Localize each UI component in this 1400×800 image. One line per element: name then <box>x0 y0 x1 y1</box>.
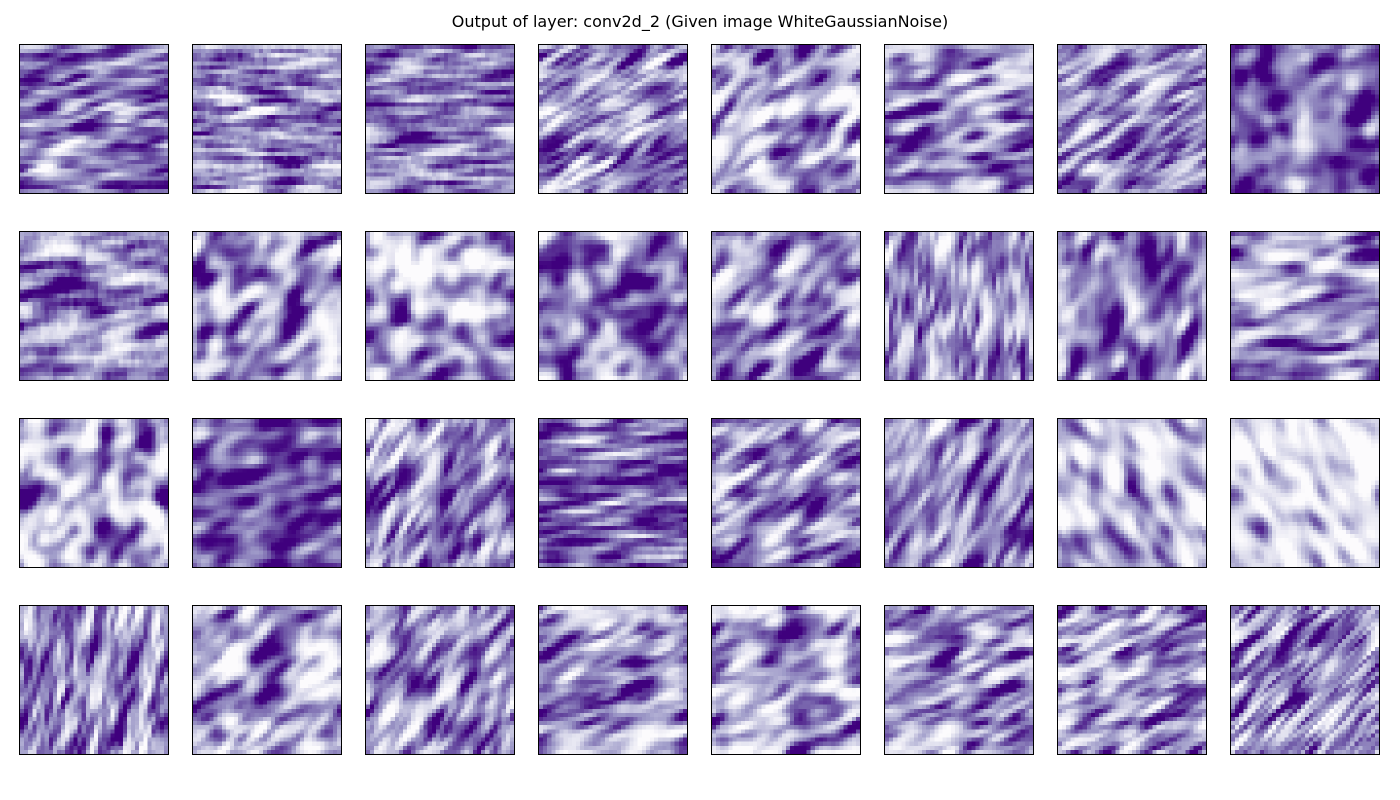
feature-map-image <box>539 232 687 380</box>
feature-map-1 <box>19 44 169 194</box>
feature-map-image <box>712 45 860 193</box>
feature-map-13 <box>711 231 861 381</box>
feature-map-10 <box>192 231 342 381</box>
feature-map-5 <box>711 44 861 194</box>
feature-map-image <box>193 232 341 380</box>
feature-map-27 <box>365 605 515 755</box>
feature-map-16 <box>1230 231 1380 381</box>
feature-map-9 <box>19 231 169 381</box>
feature-map-7 <box>1057 44 1207 194</box>
feature-map-image <box>1231 606 1379 754</box>
feature-map-image <box>366 419 514 567</box>
feature-map-image <box>193 606 341 754</box>
feature-map-4 <box>538 44 688 194</box>
feature-map-25 <box>19 605 169 755</box>
feature-map-2 <box>192 44 342 194</box>
feature-map-image <box>1231 419 1379 567</box>
feature-map-26 <box>192 605 342 755</box>
figure-title: Output of layer: conv2d_2 (Given image W… <box>451 12 949 31</box>
feature-map-image <box>193 419 341 567</box>
feature-map-30 <box>884 605 1034 755</box>
feature-map-24 <box>1230 418 1380 568</box>
feature-map-image <box>712 606 860 754</box>
feature-map-image <box>885 606 1033 754</box>
feature-map-20 <box>538 418 688 568</box>
feature-map-image <box>712 419 860 567</box>
feature-map-21 <box>711 418 861 568</box>
feature-map-image <box>20 419 168 567</box>
feature-map-22 <box>884 418 1034 568</box>
feature-map-18 <box>192 418 342 568</box>
feature-map-image <box>1231 45 1379 193</box>
feature-map-image <box>885 45 1033 193</box>
feature-map-image <box>20 45 168 193</box>
feature-map-image <box>1058 606 1206 754</box>
feature-map-image <box>885 232 1033 380</box>
feature-map-15 <box>1057 231 1207 381</box>
feature-map-image <box>1058 232 1206 380</box>
feature-map-image <box>366 45 514 193</box>
feature-map-17 <box>19 418 169 568</box>
feature-map-8 <box>1230 44 1380 194</box>
feature-map-32 <box>1230 605 1380 755</box>
feature-map-14 <box>884 231 1034 381</box>
feature-map-image <box>193 45 341 193</box>
feature-map-image <box>712 232 860 380</box>
feature-map-19 <box>365 418 515 568</box>
feature-map-6 <box>884 44 1034 194</box>
feature-map-23 <box>1057 418 1207 568</box>
feature-map-29 <box>711 605 861 755</box>
feature-map-28 <box>538 605 688 755</box>
feature-map-31 <box>1057 605 1207 755</box>
feature-map-3 <box>365 44 515 194</box>
feature-map-image <box>366 606 514 754</box>
feature-map-image <box>1058 45 1206 193</box>
feature-map-11 <box>365 231 515 381</box>
feature-map-image <box>20 606 168 754</box>
feature-map-image <box>539 419 687 567</box>
feature-map-image <box>1231 232 1379 380</box>
feature-map-image <box>1058 419 1206 567</box>
feature-map-image <box>366 232 514 380</box>
feature-map-12 <box>538 231 688 381</box>
feature-map-image <box>539 45 687 193</box>
feature-map-image <box>885 419 1033 567</box>
feature-map-image <box>539 606 687 754</box>
feature-map-image <box>20 232 168 380</box>
